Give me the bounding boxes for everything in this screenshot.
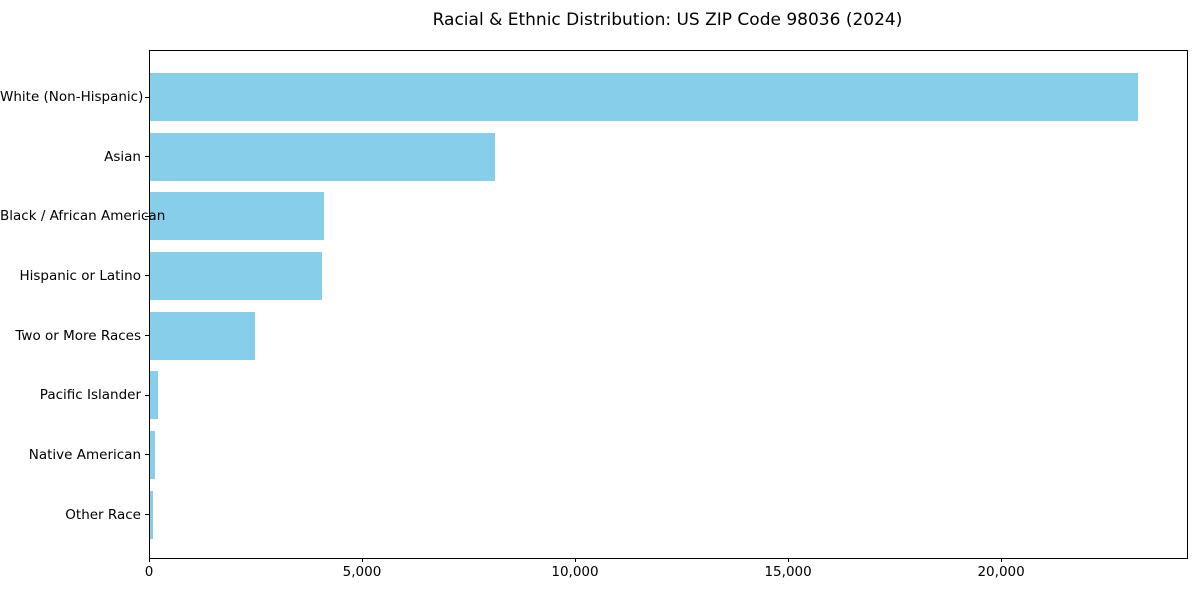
bar-3 — [150, 251, 322, 300]
bar-7 — [150, 490, 153, 539]
chart-title: Racial & Ethnic Distribution: US ZIP Cod… — [432, 10, 903, 30]
y-axis-label: Native American — [28, 446, 141, 463]
y-tick — [145, 335, 149, 337]
x-tick — [1001, 558, 1003, 562]
bar-4 — [150, 311, 256, 360]
y-tick — [145, 156, 149, 158]
x-tick-label: 20,000 — [977, 564, 1025, 580]
y-tick — [145, 275, 149, 277]
x-tick-label: 10,000 — [551, 564, 599, 580]
x-tick-label: 15,000 — [764, 564, 812, 580]
x-tick — [788, 558, 790, 562]
x-tick-label: 0 — [144, 564, 154, 580]
y-axis-label: Asian — [104, 148, 141, 165]
y-tick — [145, 454, 149, 456]
y-axis-label: Hispanic or Latino — [19, 267, 141, 284]
y-tick — [145, 96, 149, 98]
y-axis-label: Other Race — [65, 506, 141, 523]
x-tick — [149, 558, 150, 562]
y-axis-label: Two or More Races — [15, 327, 141, 344]
plot-area — [149, 50, 1188, 559]
y-tick — [145, 394, 149, 396]
bar-0 — [150, 73, 1139, 121]
y-axis-label: White (Non-Hispanic) — [0, 89, 144, 105]
x-tick — [362, 558, 363, 562]
x-tick-label: 5,000 — [342, 564, 382, 580]
bar-6 — [150, 430, 155, 479]
x-tick — [575, 558, 576, 562]
y-axis-label: Pacific Islander — [39, 387, 141, 404]
bar-5 — [150, 371, 159, 420]
y-tick — [145, 514, 149, 516]
bar-2 — [150, 192, 324, 241]
y-tick — [145, 215, 149, 217]
y-axis-label: Black / African American — [0, 208, 166, 225]
bar-1 — [150, 132, 496, 181]
